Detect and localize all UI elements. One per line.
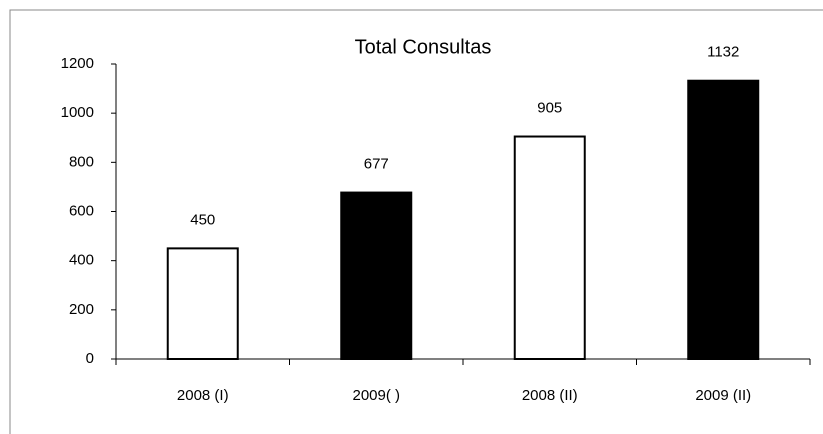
chart-title: Total Consultas bbox=[355, 36, 492, 58]
value-label: 1132 bbox=[707, 44, 739, 61]
bar bbox=[687, 79, 760, 360]
y-tick-label: 0 bbox=[86, 350, 94, 367]
x-tick-label: 2008 (II) bbox=[522, 387, 578, 404]
bar bbox=[166, 247, 239, 360]
x-tick-label: 2009 (II) bbox=[695, 387, 751, 404]
bar bbox=[340, 191, 413, 360]
y-tick-label: 600 bbox=[69, 202, 94, 219]
value-label: 450 bbox=[190, 211, 215, 228]
y-tick-label: 1000 bbox=[61, 104, 94, 121]
y-tick-label: 400 bbox=[69, 252, 94, 269]
value-label: 677 bbox=[364, 156, 389, 173]
y-tick-label: 200 bbox=[69, 301, 94, 318]
y-tick-label: 800 bbox=[69, 153, 94, 170]
x-tick-label: 2008 (I) bbox=[177, 387, 229, 404]
chart-frame bbox=[9, 9, 823, 434]
y-tick-label: 1200 bbox=[61, 55, 94, 72]
value-label: 905 bbox=[537, 99, 562, 116]
bar bbox=[513, 135, 586, 360]
x-tick-label: 2009( ) bbox=[352, 387, 400, 404]
